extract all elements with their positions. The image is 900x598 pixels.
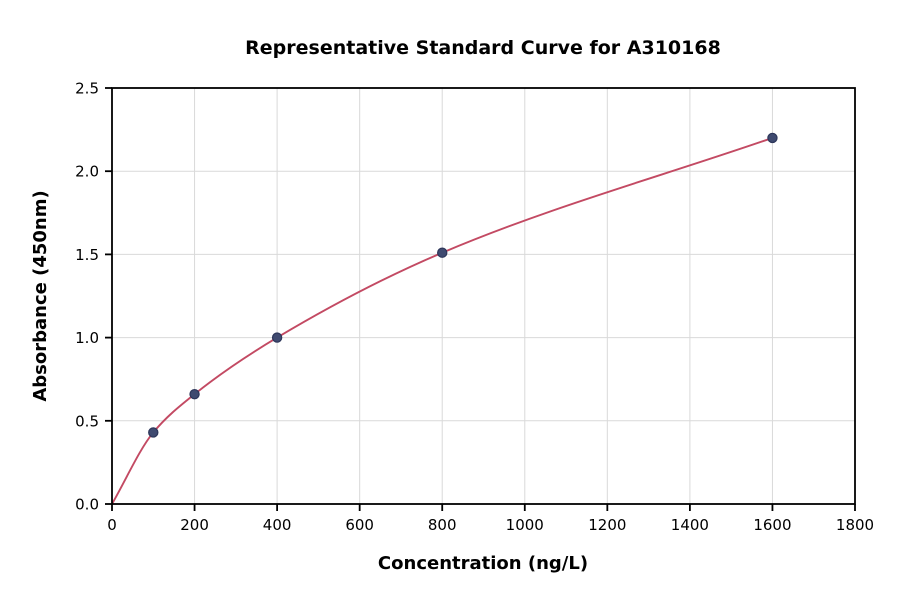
y-tick-label: 0.0 [75,496,99,514]
x-tick-label: 200 [180,516,209,534]
x-tick-label: 1200 [588,516,626,534]
x-tick-label: 1800 [836,516,874,534]
axis-ticks [105,87,856,511]
y-tick-label: 0.5 [75,412,99,430]
x-tick-label: 0 [107,516,117,534]
x-tick-label: 1600 [753,516,791,534]
gridlines [111,87,856,505]
chart-title: Representative Standard Curve for A31016… [245,37,721,59]
data-points [148,132,778,438]
data-point [189,388,200,400]
y-tick-label: 2.5 [75,80,99,98]
y-tick-label: 1.0 [75,329,99,347]
y-axis-label: Absorbance (450nm) [30,190,51,401]
x-axis-label: Concentration (ng/L) [378,553,588,574]
y-tick-label: 1.5 [75,246,99,264]
plot-border [111,87,856,505]
data-point [148,427,159,438]
x-tick-label: 600 [345,516,374,534]
data-point [271,332,283,343]
x-tick-label: 1000 [506,516,544,534]
data-point [437,247,448,258]
x-tick-label: 400 [263,516,292,534]
x-tick-label: 1400 [671,516,709,534]
axis-tick-labels: 0 200 400 600 800 1000 1200 1400 1600 1800 0.0 0.5 1… [75,80,874,535]
y-tick-label: 2.0 [75,163,99,181]
x-tick-label: 800 [428,516,457,534]
data-point [767,132,778,144]
